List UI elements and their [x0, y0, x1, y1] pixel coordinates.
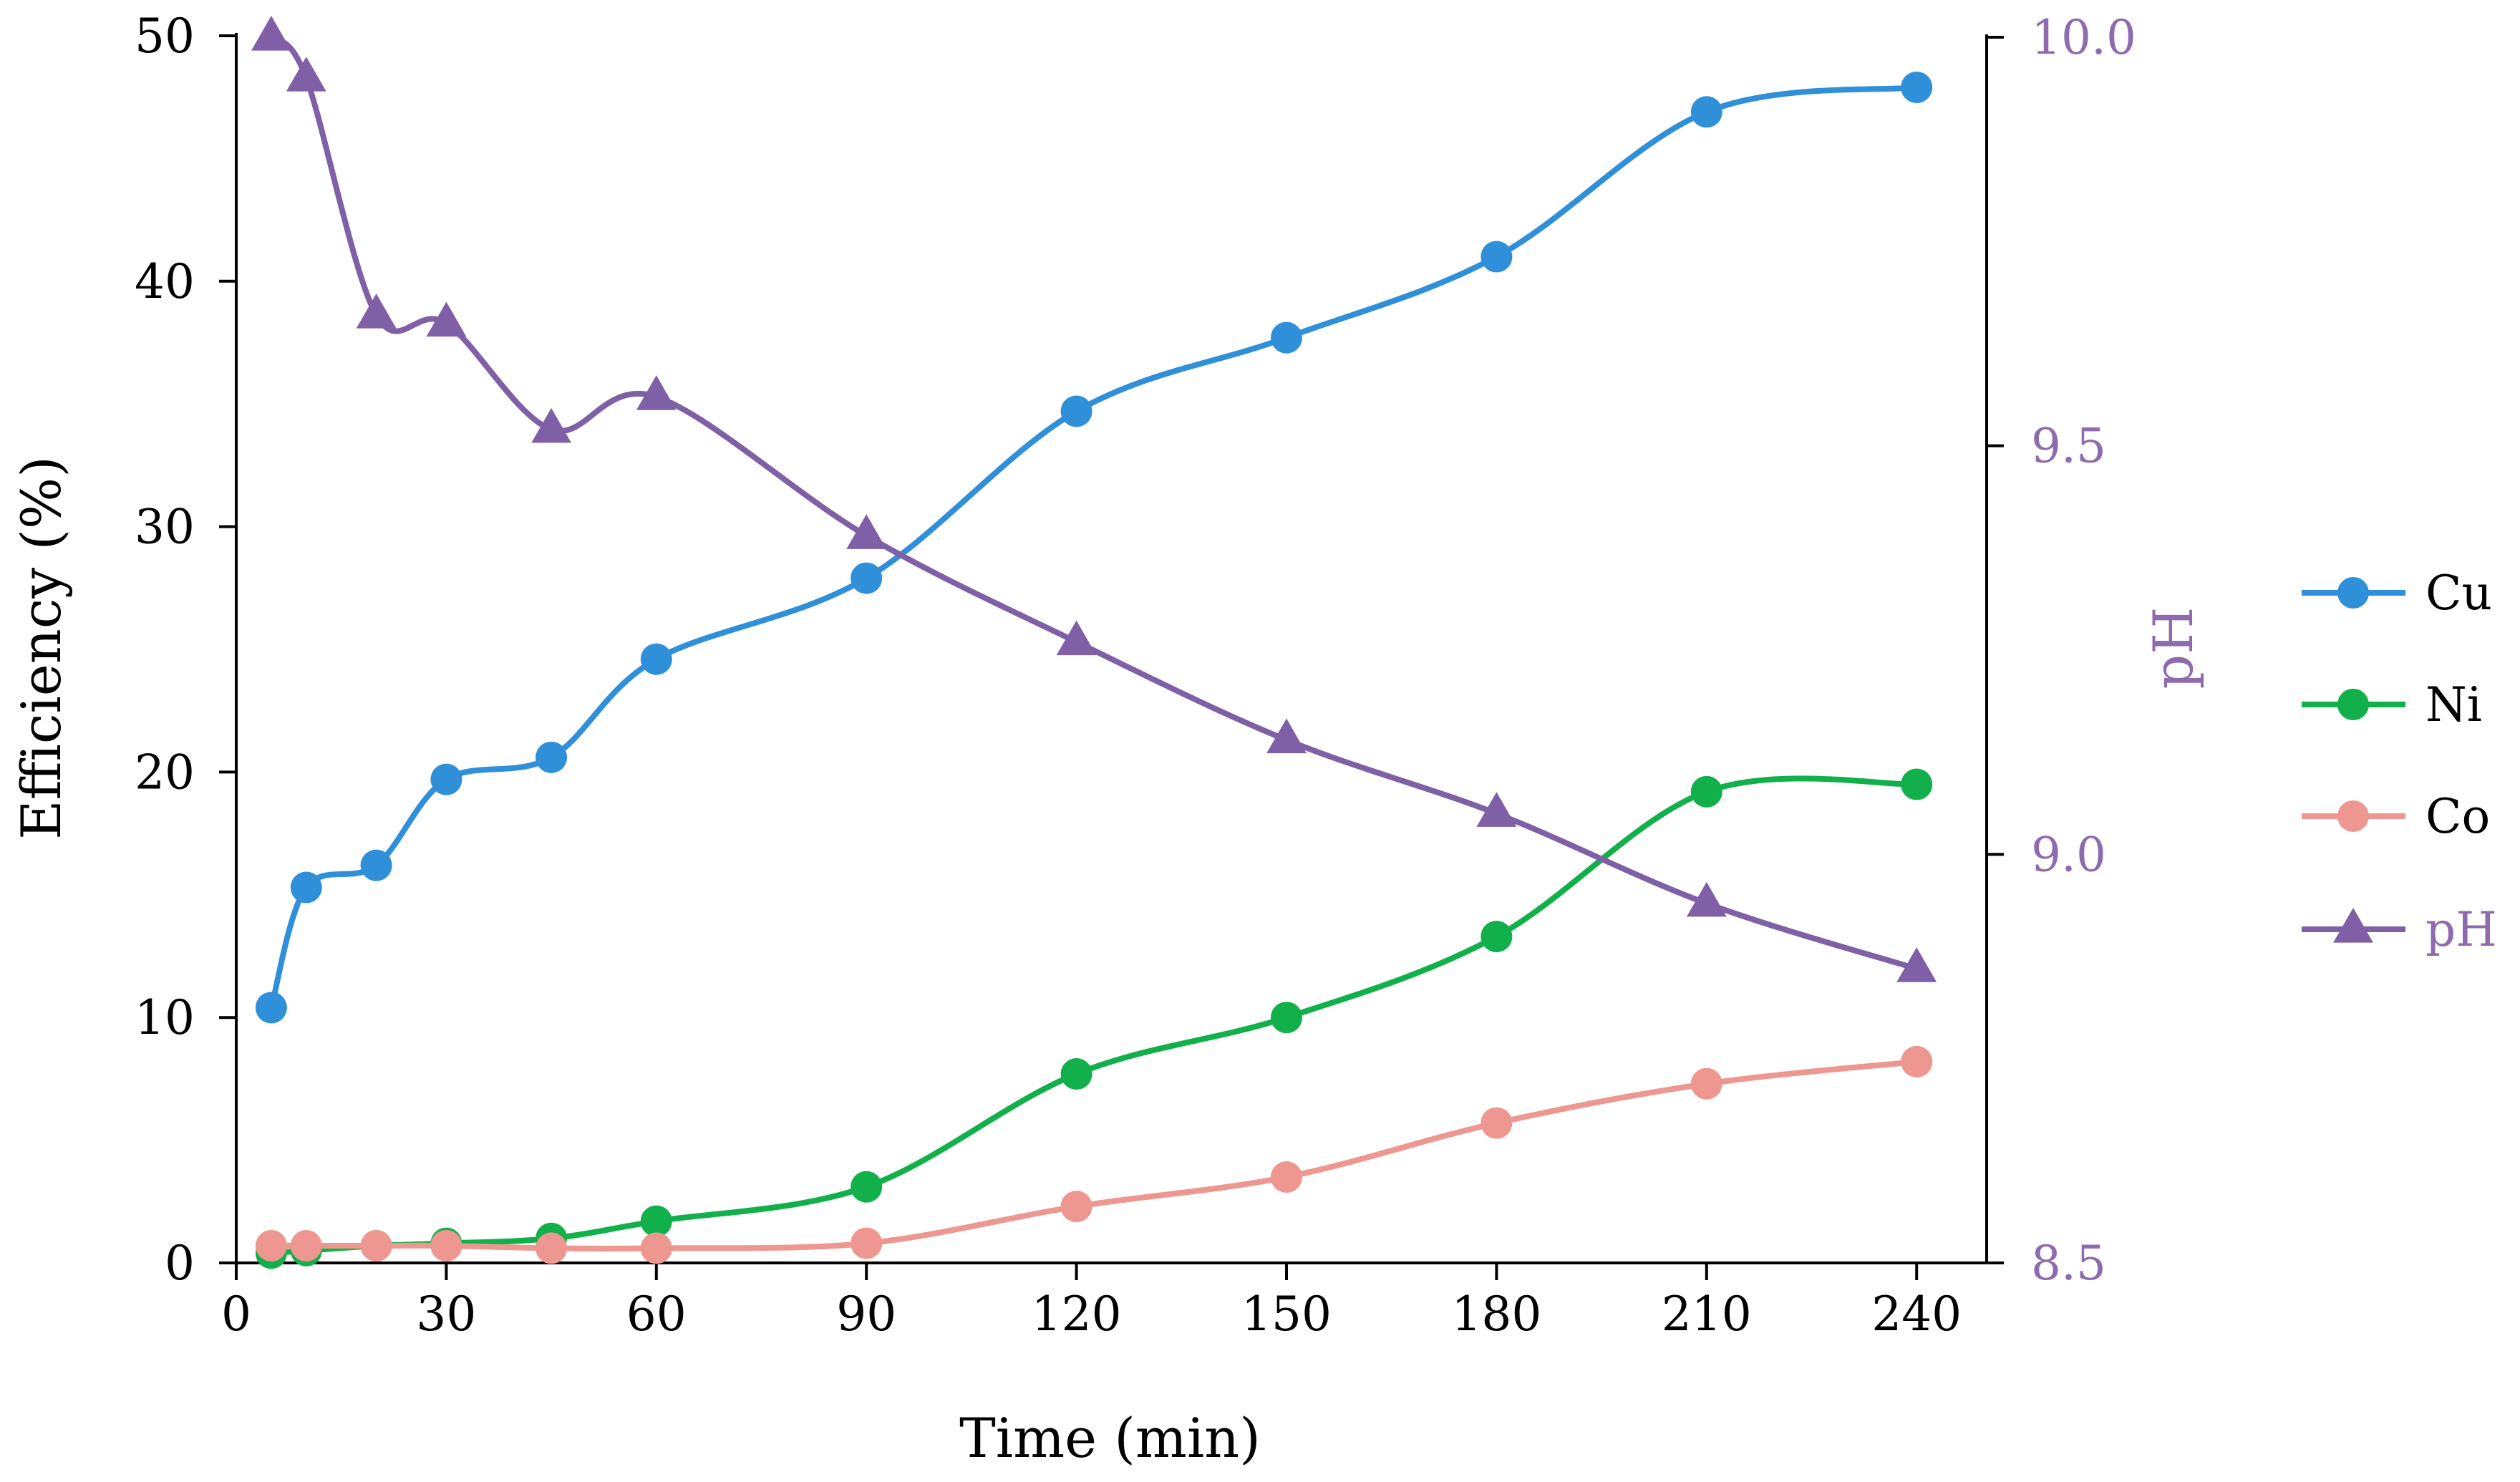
series-line-ph: [268, 34, 1920, 972]
data-point-ph: [356, 294, 397, 329]
data-point-co: [1271, 1161, 1302, 1193]
y-tick-label: 0: [165, 1236, 195, 1291]
data-point-ph: [1476, 792, 1517, 827]
data-point-co: [1901, 1045, 1933, 1077]
data-point-ni: [1060, 1058, 1092, 1090]
y2-tick-label: 9.0: [2031, 827, 2106, 882]
legend-marker-cu: [2337, 577, 2369, 609]
x-tick-label: 0: [221, 1287, 251, 1342]
data-point-co: [1690, 1067, 1722, 1100]
y-tick-label: 20: [135, 745, 195, 800]
data-point-co: [290, 1230, 322, 1262]
data-point-ph: [1686, 881, 1727, 917]
data-point-cu: [1271, 321, 1302, 354]
series-ph: [251, 16, 1937, 982]
data-point-co: [536, 1232, 568, 1264]
x-tick-label: 30: [416, 1287, 476, 1342]
legend-marker-co: [2337, 800, 2369, 832]
data-point-cu: [430, 763, 462, 795]
data-point-cu: [640, 643, 672, 675]
series-line-cu: [268, 84, 1920, 1011]
legend-marker-ni: [2337, 689, 2369, 720]
data-point-ph: [846, 514, 887, 549]
data-point-co: [640, 1232, 672, 1264]
legend-item-cu: Cu: [2302, 566, 2492, 621]
data-point-ph: [636, 375, 677, 410]
data-point-ni: [640, 1205, 672, 1237]
plot-series: [251, 16, 1937, 1269]
x-tick-label: 90: [836, 1287, 896, 1342]
data-point-ni: [1901, 768, 1933, 800]
data-point-ph: [531, 407, 571, 443]
data-point-cu: [360, 849, 392, 881]
legend: Cu Ni Co pH: [2302, 566, 2497, 957]
series-co: [255, 1045, 1933, 1264]
legend-marker-ph: [2333, 908, 2373, 943]
series-line-ni: [268, 775, 1920, 1256]
data-point-cu: [536, 741, 568, 773]
series-line-co: [268, 1058, 1920, 1252]
y-tick-label: 30: [135, 500, 195, 555]
data-point-cu: [1060, 395, 1092, 427]
data-point-cu: [850, 562, 883, 594]
data-point-ph: [1266, 718, 1307, 754]
y-tick-label: 10: [135, 990, 195, 1045]
y2-tick-label: 10.0: [2031, 10, 2136, 65]
data-point-cu: [1480, 241, 1513, 273]
y2-tick-label: 8.5: [2031, 1236, 2106, 1291]
data-point-co: [1060, 1191, 1092, 1223]
x-tick-label: 150: [1241, 1287, 1332, 1342]
data-point-cu: [290, 871, 322, 904]
data-point-co: [430, 1230, 462, 1262]
x-tick-label: 180: [1451, 1287, 1541, 1342]
data-point-ph: [1056, 620, 1097, 656]
legend-label-co: Co: [2426, 789, 2490, 844]
legend-item-ph: pH: [2302, 902, 2497, 957]
legend-label-cu: Cu: [2426, 566, 2492, 621]
data-point-co: [850, 1227, 883, 1259]
data-point-ni: [1690, 775, 1722, 808]
data-point-ph: [251, 16, 291, 51]
data-point-ni: [850, 1171, 883, 1203]
data-point-ph: [286, 57, 326, 92]
data-point-co: [1480, 1107, 1513, 1139]
y-axis-title: Efficiency (%): [9, 456, 73, 840]
legend-label-ph: pH: [2426, 902, 2497, 957]
axes: 0 30 60 90 120 150 180 210 240 0 10 20 30 40 50 8.5 9.0 9…: [9, 9, 2205, 1470]
data-point-ph: [426, 301, 467, 337]
y2-tick-label: 9.5: [2031, 419, 2106, 474]
y-tick-label: 40: [135, 254, 195, 309]
data-point-cu: [1901, 71, 1933, 103]
x-tick-label: 60: [626, 1287, 687, 1342]
data-point-cu: [1690, 96, 1722, 128]
data-point-ni: [1480, 921, 1513, 953]
x-axis-title: Time (min): [959, 1406, 1261, 1470]
x-tick-label: 210: [1662, 1287, 1752, 1342]
series-cu: [255, 71, 1933, 1024]
y-tick-label: 50: [135, 9, 195, 64]
data-point-co: [360, 1230, 392, 1262]
x-tick-label: 240: [1871, 1287, 1962, 1342]
x-tick-label: 120: [1032, 1287, 1122, 1342]
data-point-co: [255, 1230, 287, 1262]
legend-item-ni: Ni: [2302, 677, 2482, 732]
y2-axis-title: pH: [2141, 607, 2205, 689]
data-point-ph: [1896, 947, 1937, 982]
legend-label-ni: Ni: [2426, 677, 2482, 732]
legend-item-co: Co: [2302, 789, 2490, 844]
data-point-cu: [255, 992, 287, 1024]
data-point-ni: [1271, 1002, 1302, 1034]
series-ni: [255, 768, 1933, 1269]
